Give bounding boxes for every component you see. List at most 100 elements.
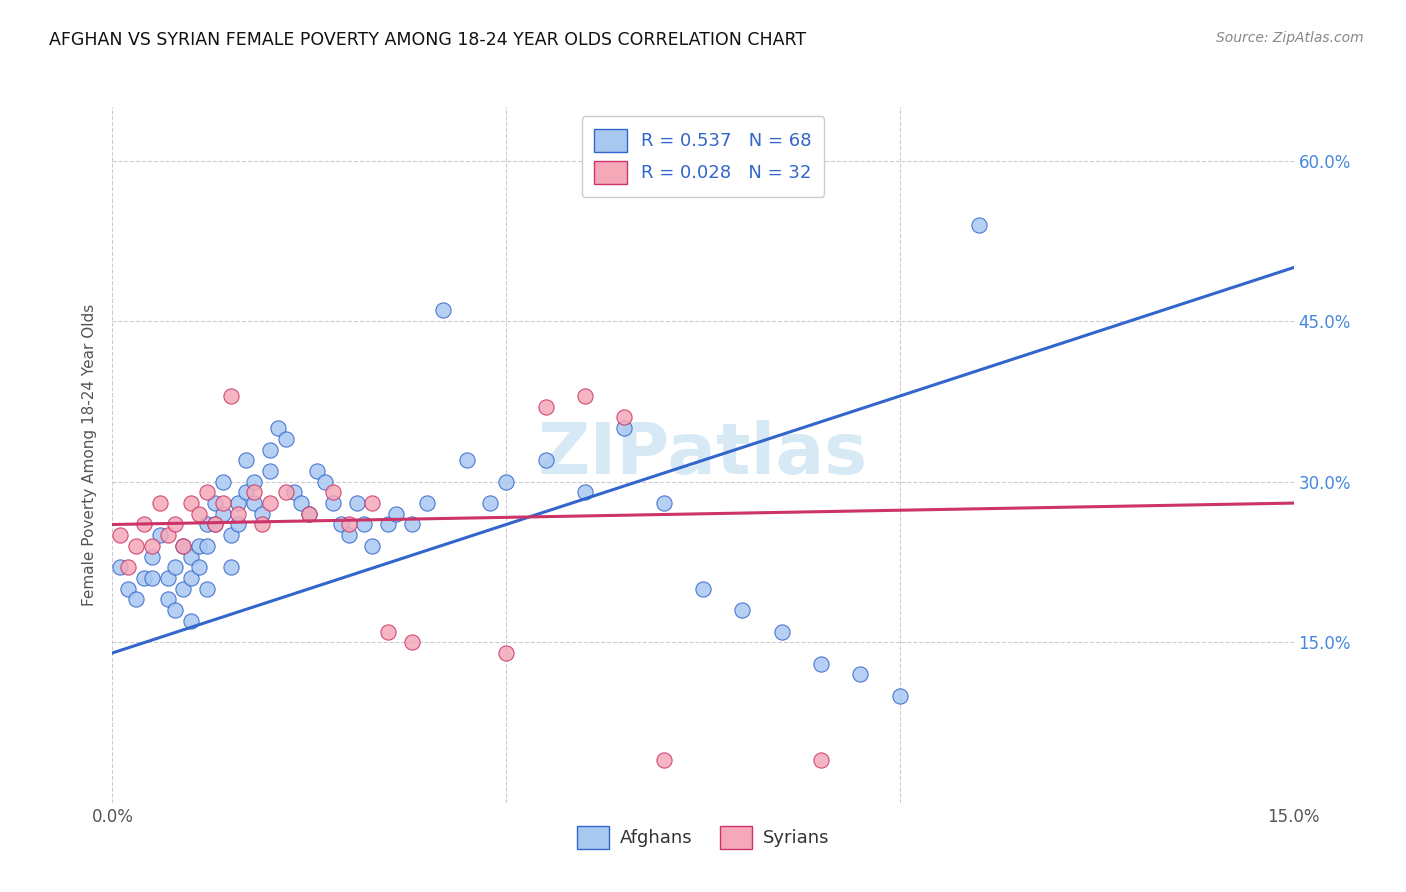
Legend: Afghans, Syrians: Afghans, Syrians bbox=[569, 819, 837, 856]
Point bbox=[314, 475, 336, 489]
Point bbox=[180, 496, 202, 510]
Point bbox=[534, 453, 557, 467]
Point bbox=[298, 507, 321, 521]
Point bbox=[204, 517, 226, 532]
Point bbox=[156, 571, 179, 585]
Point bbox=[337, 528, 360, 542]
Point bbox=[322, 485, 344, 500]
Point bbox=[219, 528, 242, 542]
Point bbox=[165, 560, 187, 574]
Point bbox=[495, 475, 517, 489]
Point bbox=[250, 507, 273, 521]
Point bbox=[274, 432, 297, 446]
Point bbox=[172, 582, 194, 596]
Point bbox=[149, 496, 172, 510]
Point bbox=[211, 475, 233, 489]
Point bbox=[243, 485, 266, 500]
Point bbox=[456, 453, 478, 467]
Point bbox=[377, 517, 399, 532]
Point bbox=[652, 496, 675, 510]
Point bbox=[889, 689, 911, 703]
Point bbox=[259, 464, 281, 478]
Point bbox=[652, 753, 675, 767]
Text: Source: ZipAtlas.com: Source: ZipAtlas.com bbox=[1216, 31, 1364, 45]
Point bbox=[243, 496, 266, 510]
Point bbox=[243, 475, 266, 489]
Point bbox=[346, 496, 368, 510]
Point bbox=[228, 507, 250, 521]
Point bbox=[250, 517, 273, 532]
Point bbox=[298, 507, 321, 521]
Y-axis label: Female Poverty Among 18-24 Year Olds: Female Poverty Among 18-24 Year Olds bbox=[82, 304, 97, 606]
Point bbox=[188, 507, 211, 521]
Point bbox=[235, 485, 257, 500]
Point bbox=[259, 496, 281, 510]
Point bbox=[149, 528, 172, 542]
Point bbox=[361, 496, 384, 510]
Point bbox=[125, 592, 148, 607]
Point bbox=[534, 400, 557, 414]
Point bbox=[274, 485, 297, 500]
Point bbox=[613, 421, 636, 435]
Point bbox=[172, 539, 194, 553]
Point bbox=[377, 624, 399, 639]
Point bbox=[692, 582, 714, 596]
Point bbox=[219, 560, 242, 574]
Point bbox=[204, 496, 226, 510]
Point bbox=[495, 646, 517, 660]
Point bbox=[290, 496, 312, 510]
Point bbox=[165, 517, 187, 532]
Point bbox=[283, 485, 305, 500]
Point bbox=[110, 528, 132, 542]
Point bbox=[141, 549, 163, 564]
Point bbox=[132, 517, 155, 532]
Point bbox=[188, 539, 211, 553]
Point bbox=[211, 507, 233, 521]
Point bbox=[156, 528, 179, 542]
Point bbox=[117, 560, 139, 574]
Point bbox=[267, 421, 290, 435]
Point bbox=[228, 496, 250, 510]
Point bbox=[188, 560, 211, 574]
Point bbox=[307, 464, 329, 478]
Point bbox=[967, 218, 990, 232]
Point bbox=[195, 539, 218, 553]
Point bbox=[574, 389, 596, 403]
Point bbox=[401, 517, 423, 532]
Point bbox=[401, 635, 423, 649]
Point bbox=[337, 517, 360, 532]
Point bbox=[479, 496, 502, 510]
Point bbox=[132, 571, 155, 585]
Point bbox=[259, 442, 281, 457]
Point bbox=[180, 549, 202, 564]
Point bbox=[322, 496, 344, 510]
Point bbox=[141, 539, 163, 553]
Point bbox=[810, 657, 832, 671]
Point bbox=[117, 582, 139, 596]
Point bbox=[770, 624, 793, 639]
Point bbox=[613, 410, 636, 425]
Point bbox=[110, 560, 132, 574]
Point bbox=[416, 496, 439, 510]
Point bbox=[180, 571, 202, 585]
Point bbox=[235, 453, 257, 467]
Point bbox=[849, 667, 872, 681]
Text: AFGHAN VS SYRIAN FEMALE POVERTY AMONG 18-24 YEAR OLDS CORRELATION CHART: AFGHAN VS SYRIAN FEMALE POVERTY AMONG 18… bbox=[49, 31, 806, 49]
Point bbox=[385, 507, 408, 521]
Point bbox=[353, 517, 375, 532]
Point bbox=[731, 603, 754, 617]
Point bbox=[810, 753, 832, 767]
Point bbox=[195, 485, 218, 500]
Point bbox=[195, 517, 218, 532]
Point bbox=[574, 485, 596, 500]
Point bbox=[195, 582, 218, 596]
Point bbox=[219, 389, 242, 403]
Point bbox=[228, 517, 250, 532]
Point bbox=[156, 592, 179, 607]
Point bbox=[204, 517, 226, 532]
Point bbox=[180, 614, 202, 628]
Point bbox=[211, 496, 233, 510]
Point bbox=[165, 603, 187, 617]
Point bbox=[432, 303, 454, 318]
Text: ZIPatlas: ZIPatlas bbox=[538, 420, 868, 490]
